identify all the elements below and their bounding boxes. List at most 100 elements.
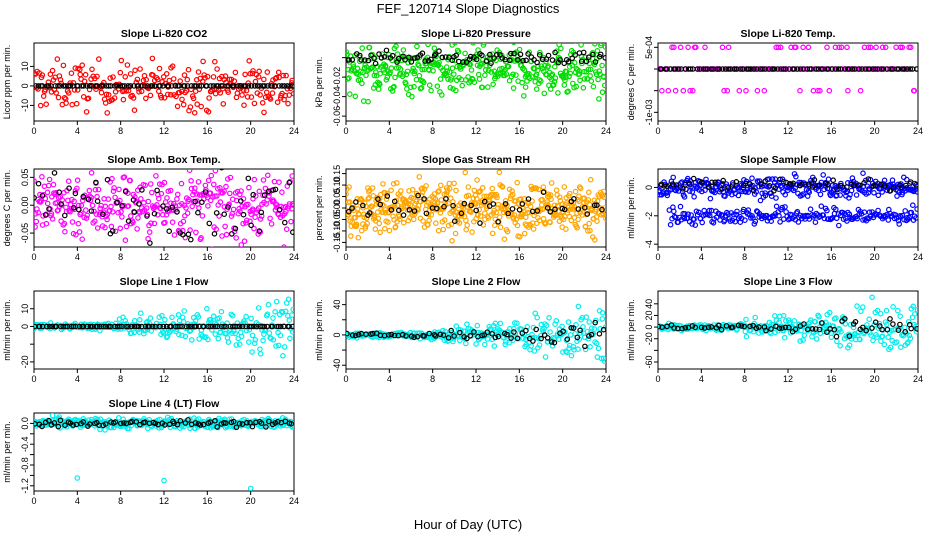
data-point xyxy=(580,85,587,91)
data-point xyxy=(499,184,506,190)
data-point xyxy=(42,212,49,218)
data-point xyxy=(519,330,526,336)
data-point xyxy=(824,44,830,51)
data-point xyxy=(456,329,463,336)
data-point xyxy=(273,74,280,81)
data-point xyxy=(861,180,867,186)
data-point xyxy=(782,191,789,198)
data-point xyxy=(286,323,292,330)
data-point xyxy=(800,44,806,51)
data-point xyxy=(893,44,899,51)
panel-title: Slope Li-820 Temp. xyxy=(741,28,836,40)
data-point xyxy=(533,334,539,341)
data-point xyxy=(585,54,592,61)
data-point xyxy=(490,210,497,216)
x-tick-label: 0 xyxy=(31,252,36,262)
x-tick-label: 12 xyxy=(159,252,169,262)
data-point xyxy=(418,85,425,91)
data-point xyxy=(234,323,241,330)
data-point xyxy=(737,66,744,72)
data-point xyxy=(195,179,202,185)
y-axis-label: ml/min per min. xyxy=(626,177,636,239)
data-point xyxy=(274,99,281,106)
data-point xyxy=(196,83,203,89)
data-point xyxy=(473,207,480,214)
data-point xyxy=(365,57,372,64)
data-point xyxy=(718,326,725,333)
data-point xyxy=(591,202,598,209)
data-point xyxy=(114,199,120,206)
data-point xyxy=(481,332,488,338)
data-point xyxy=(163,206,170,212)
data-point xyxy=(828,334,835,341)
y-tick-label: 40 xyxy=(332,300,342,310)
y-tick-label: -0.06 xyxy=(332,106,342,127)
data-point xyxy=(96,56,102,62)
data-point xyxy=(437,331,444,338)
data-point xyxy=(408,59,415,65)
x-tick-label: 8 xyxy=(430,374,435,384)
data-point xyxy=(602,44,606,50)
data-point xyxy=(558,45,564,52)
data-point xyxy=(438,92,445,98)
data-point xyxy=(560,328,566,335)
data-point xyxy=(504,228,511,235)
data-point xyxy=(689,87,696,94)
data-point xyxy=(202,182,209,189)
data-point xyxy=(185,231,192,238)
y-tick-label: 0 xyxy=(332,332,342,337)
panel-4: Slope Amb. Box Temp.0 4 8 12 16 20 24-0.050.00… xyxy=(2,154,299,262)
data-point xyxy=(276,179,282,186)
data-point xyxy=(581,68,588,75)
data-point xyxy=(368,52,374,59)
data-point xyxy=(382,210,389,216)
y-tick-label: -1.2 xyxy=(20,478,30,494)
data-point xyxy=(383,47,390,54)
data-point xyxy=(816,313,822,320)
data-point xyxy=(169,219,176,226)
data-point xyxy=(538,321,545,328)
data-point xyxy=(449,238,455,244)
data-point xyxy=(94,225,101,231)
data-point xyxy=(678,216,685,223)
data-point xyxy=(263,161,267,165)
data-point xyxy=(682,324,689,331)
data-point xyxy=(193,191,200,197)
data-point xyxy=(34,178,37,184)
data-point xyxy=(592,43,598,47)
data-point xyxy=(409,186,416,193)
data-point xyxy=(534,314,541,321)
data-point xyxy=(46,323,53,330)
data-point xyxy=(533,326,540,333)
data-point xyxy=(756,324,762,330)
data-point xyxy=(453,187,459,194)
data-point xyxy=(411,208,418,214)
data-point xyxy=(462,340,469,347)
data-point xyxy=(714,66,721,72)
data-point xyxy=(702,66,709,72)
data-point xyxy=(183,205,189,211)
data-point xyxy=(125,203,132,209)
data-point xyxy=(130,197,137,203)
panel-title: Slope Line 2 Flow xyxy=(432,276,522,288)
data-point xyxy=(62,323,69,330)
data-point xyxy=(60,62,67,69)
data-point xyxy=(92,186,99,193)
data-point xyxy=(177,417,184,424)
data-point xyxy=(390,84,397,91)
data-point xyxy=(861,209,868,216)
data-point xyxy=(350,34,354,38)
data-point xyxy=(407,202,414,208)
data-point xyxy=(411,334,417,341)
data-point xyxy=(576,198,582,205)
data-point xyxy=(473,196,480,202)
data-point xyxy=(275,69,282,76)
data-point xyxy=(769,66,776,72)
data-point xyxy=(156,181,163,187)
data-point xyxy=(583,58,590,65)
data-point xyxy=(854,303,860,309)
data-point xyxy=(750,187,757,194)
x-tick-label: 4 xyxy=(75,496,80,506)
data-point xyxy=(346,211,352,218)
